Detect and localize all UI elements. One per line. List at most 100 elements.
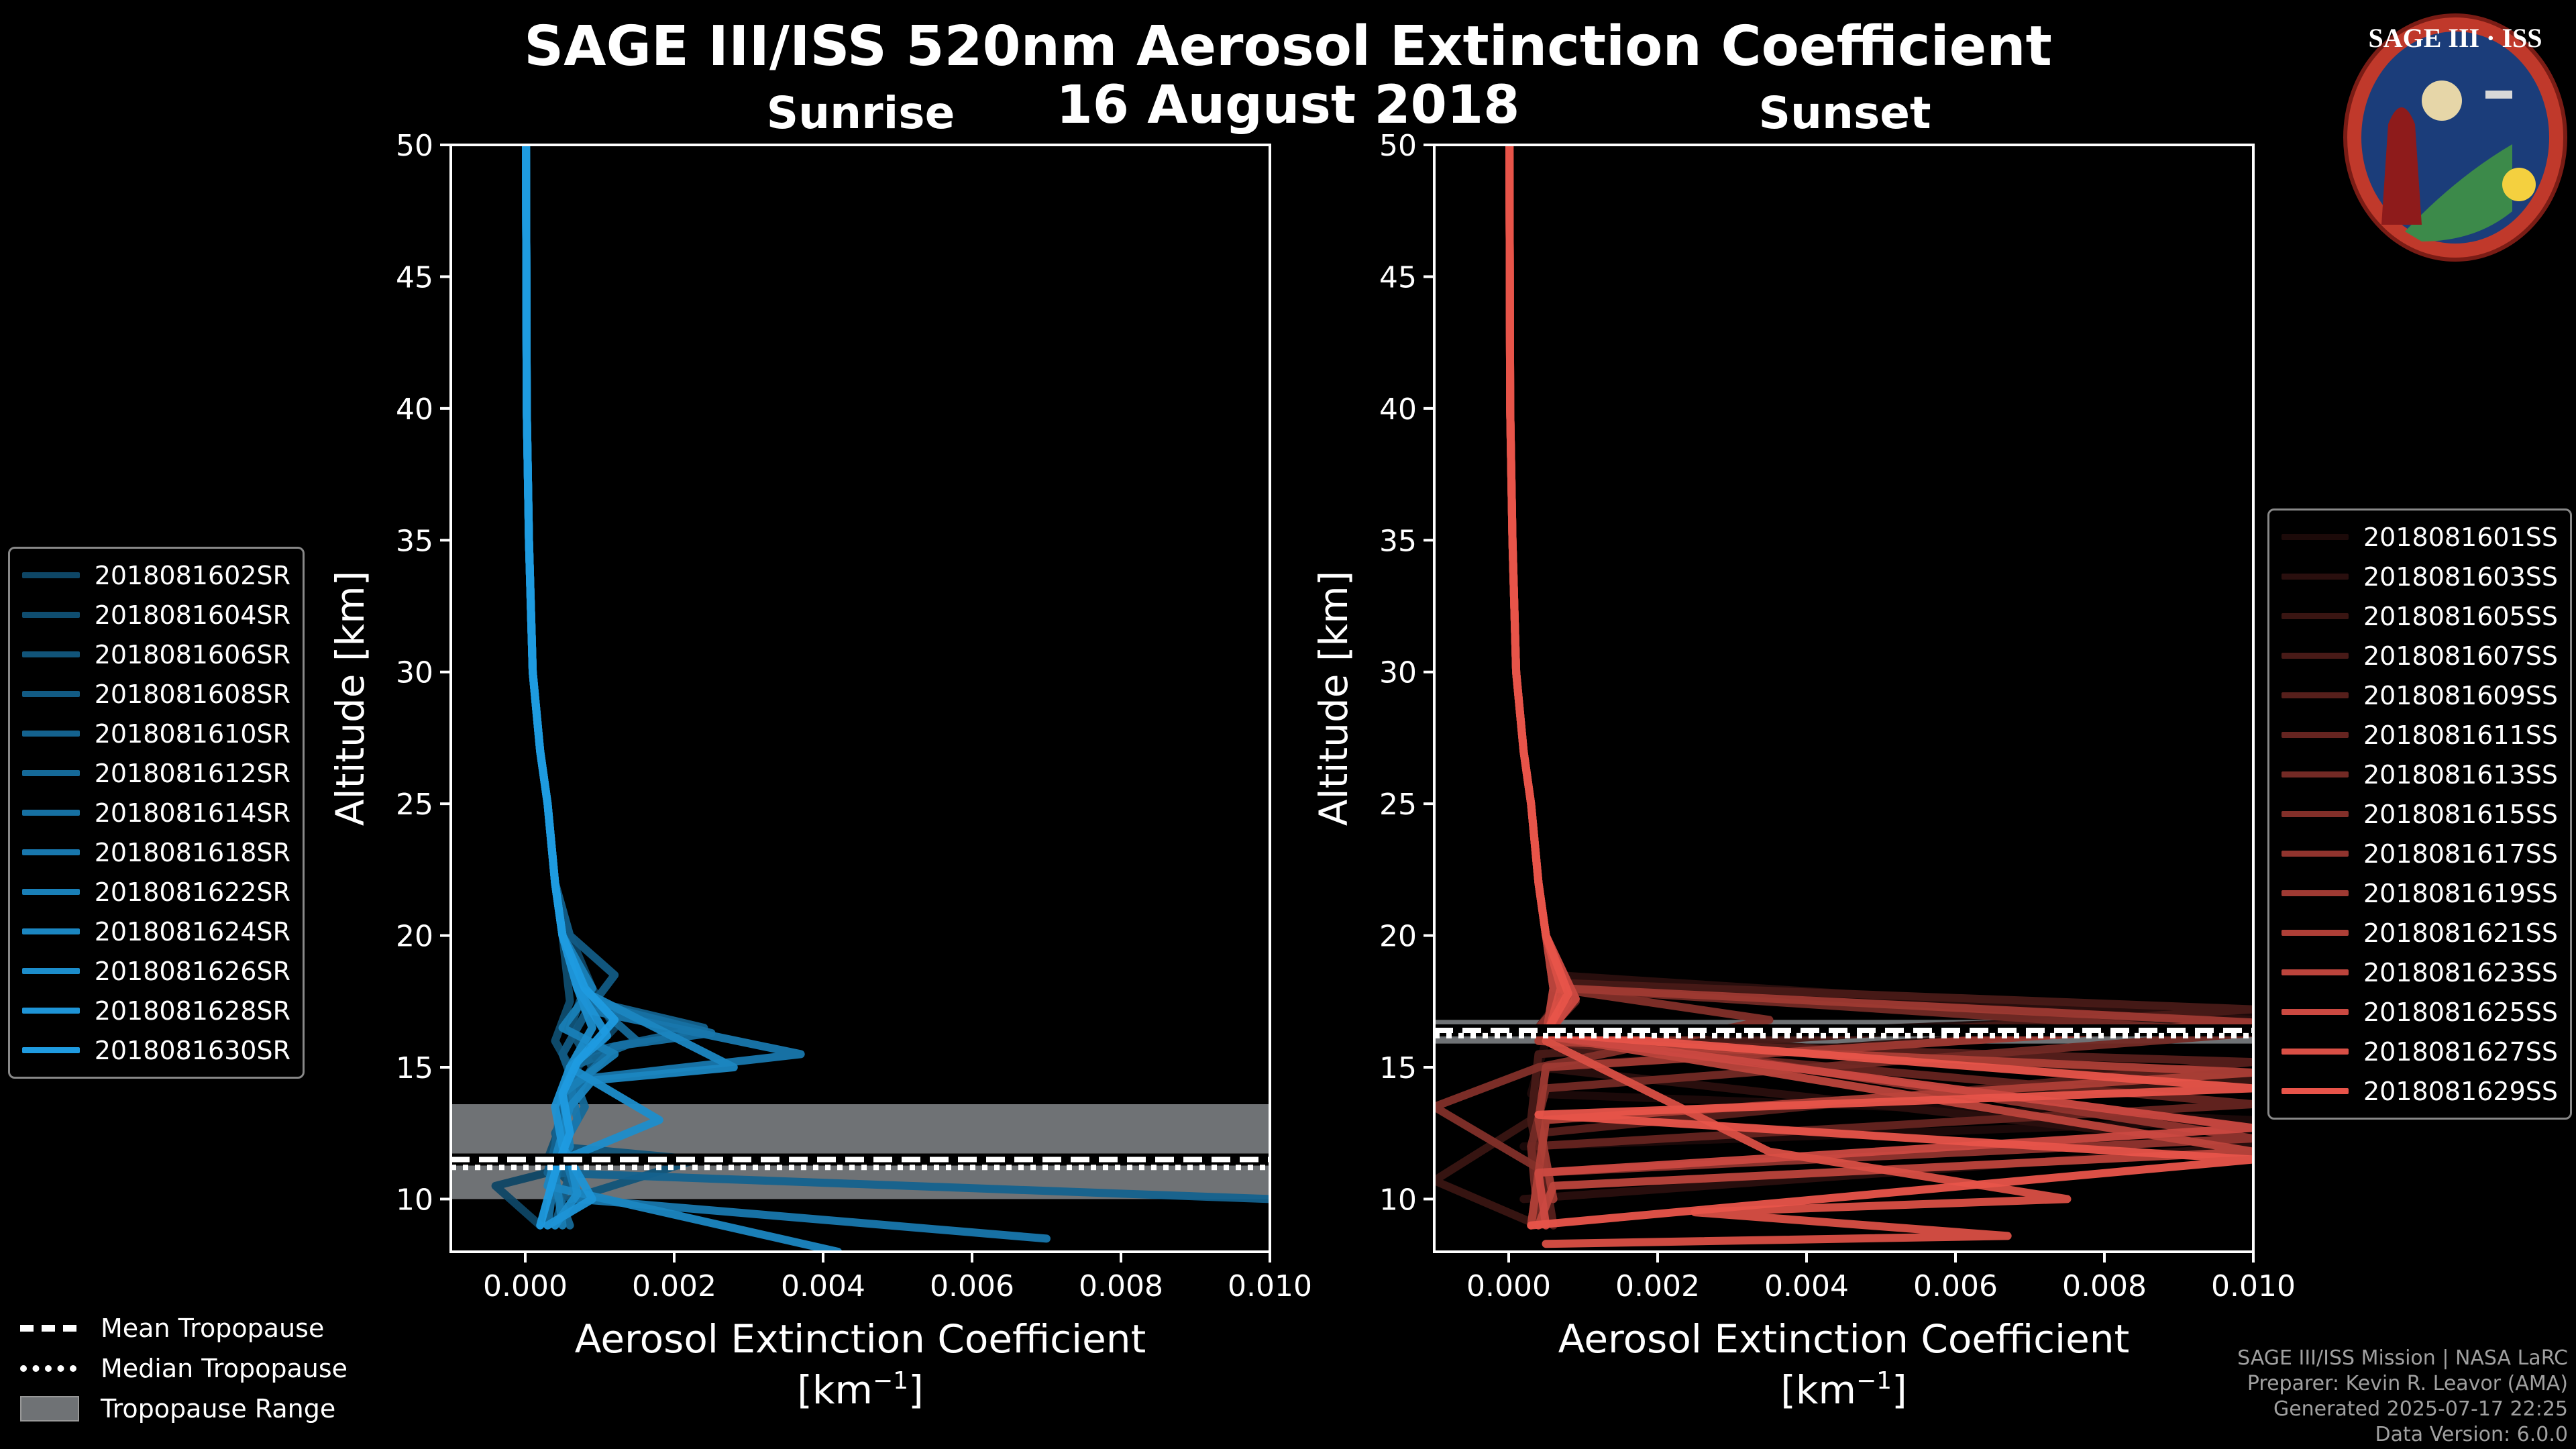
dashed-line-swatch bbox=[20, 1325, 80, 1332]
legend-label: 2018081601SS bbox=[2363, 522, 2558, 552]
legend-item: 2018081617SS bbox=[2282, 834, 2558, 873]
legend-label: 2018081615SS bbox=[2363, 799, 2558, 829]
x-axis-label: Aerosol Extinction Coefficient bbox=[575, 1316, 1146, 1362]
x-tick-label: 0.010 bbox=[1228, 1269, 1312, 1303]
legend-item: 2018081607SS bbox=[2282, 636, 2558, 676]
legend-item: 2018081623SS bbox=[2282, 953, 2558, 992]
x-tick-label: 0.000 bbox=[1466, 1269, 1551, 1303]
legend-item: 2018081628SR bbox=[22, 991, 290, 1030]
legend-swatch bbox=[22, 849, 80, 855]
x-tick-label: 0.002 bbox=[1615, 1269, 1700, 1303]
x-tick-label: 0.004 bbox=[781, 1269, 865, 1303]
legend-swatch bbox=[22, 731, 80, 737]
sunrise-legend: 2018081602SR 2018081604SR 2018081606SR 2018… bbox=[8, 547, 305, 1079]
moon-icon bbox=[2422, 80, 2462, 121]
legend-swatch bbox=[2282, 811, 2349, 817]
legend-swatch bbox=[22, 928, 80, 934]
y-tick-label: 35 bbox=[1379, 524, 1417, 558]
x-tick-label: 0.002 bbox=[632, 1269, 716, 1303]
legend-swatch bbox=[22, 572, 80, 578]
x-tick-label: 0.004 bbox=[1764, 1269, 1849, 1303]
legend-label: 2018081603SS bbox=[2363, 561, 2558, 592]
legend-swatch bbox=[22, 770, 80, 776]
legend-item: 2018081621SS bbox=[2282, 913, 2558, 953]
y-tick-label: 20 bbox=[1379, 920, 1417, 954]
legend-item: 2018081601SS bbox=[2282, 517, 2558, 557]
legend-label: 2018081628SR bbox=[94, 996, 290, 1026]
y-axis-label: Altitude [km] bbox=[327, 571, 373, 826]
legend-label: 2018081625SS bbox=[2363, 997, 2558, 1027]
legend-swatch bbox=[2282, 890, 2349, 896]
x-tick-label: 0.010 bbox=[2211, 1269, 2296, 1303]
legend-swatch bbox=[2282, 1088, 2349, 1094]
legend-item: 2018081615SS bbox=[2282, 794, 2558, 834]
legend-label: 2018081622SR bbox=[94, 877, 290, 907]
legend-swatch bbox=[2282, 1049, 2349, 1055]
x-tick-label: 0.006 bbox=[930, 1269, 1014, 1303]
legend-label: 2018081608SR bbox=[94, 679, 290, 709]
legend-label: 2018081609SS bbox=[2363, 680, 2558, 710]
legend-swatch bbox=[22, 651, 80, 657]
legend-tropopause-range: Tropopause Range bbox=[20, 1389, 347, 1429]
legend-swatch bbox=[22, 810, 80, 816]
credit-preparer: Preparer: Kevin R. Leavor (AMA) bbox=[2247, 1372, 2568, 1395]
series-line-2018081614SR bbox=[522, 145, 716, 1230]
legend-label: 2018081623SS bbox=[2363, 957, 2558, 987]
legend-label: Mean Tropopause bbox=[101, 1313, 325, 1343]
y-tick-label: 25 bbox=[396, 788, 433, 822]
legend-item: 2018081603SS bbox=[2282, 557, 2558, 596]
legend-item: 2018081627SS bbox=[2282, 1032, 2558, 1071]
legend-swatch bbox=[2282, 653, 2349, 659]
legend-label: 2018081624SR bbox=[94, 916, 290, 947]
legend-label: 2018081605SS bbox=[2363, 601, 2558, 631]
x-tick-label: 0.008 bbox=[2062, 1269, 2147, 1303]
x-tick-label: 0.008 bbox=[1079, 1269, 1163, 1303]
legend-label: 2018081618SR bbox=[94, 837, 290, 867]
y-tick-label: 40 bbox=[1379, 392, 1417, 427]
legend-label: 2018081613SS bbox=[2363, 759, 2558, 790]
legend-item: 2018081610SR bbox=[22, 714, 290, 753]
legend-swatch bbox=[22, 1008, 80, 1014]
y-tick-label: 20 bbox=[396, 920, 433, 954]
legend-item: 2018081618SR bbox=[22, 833, 290, 872]
series-line-2018081615SS bbox=[1434, 145, 1774, 1177]
y-tick-label: 30 bbox=[396, 656, 433, 690]
legend-swatch bbox=[2282, 1009, 2349, 1015]
earth-icon bbox=[2405, 144, 2512, 241]
legend-label: 2018081610SR bbox=[94, 718, 290, 749]
y-tick-label: 50 bbox=[396, 129, 433, 163]
legend-item: 2018081609SS bbox=[2282, 676, 2558, 715]
axes-frame bbox=[449, 144, 1271, 1253]
legend-label: 2018081619SS bbox=[2363, 878, 2558, 908]
legend-item: 2018081606SR bbox=[22, 635, 290, 674]
x-tick-label: 0.000 bbox=[483, 1269, 568, 1303]
y-tick-label: 45 bbox=[1379, 260, 1417, 294]
x-axis-units: [km−1] bbox=[797, 1367, 923, 1413]
legend-swatch bbox=[2282, 851, 2349, 857]
legend-label: 2018081621SS bbox=[2363, 918, 2558, 948]
legend-item: 2018081624SR bbox=[22, 912, 290, 951]
legend-label: 2018081611SS bbox=[2363, 720, 2558, 750]
legend-swatch bbox=[2282, 574, 2349, 580]
legend-swatch bbox=[2282, 771, 2349, 777]
legend-swatch bbox=[22, 889, 80, 895]
credit-generated: Generated 2025-07-17 22:25 bbox=[2273, 1397, 2568, 1421]
legend-item: 2018081626SR bbox=[22, 951, 290, 991]
sunrise-subtitle: Sunrise bbox=[766, 87, 955, 139]
y-axis-label: Altitude [km] bbox=[1311, 571, 1356, 826]
y-tick-label: 15 bbox=[1379, 1051, 1417, 1085]
legend-swatch bbox=[22, 1047, 80, 1053]
legend-item: 2018081613SS bbox=[2282, 755, 2558, 794]
legend-item: 2018081602SR bbox=[22, 555, 290, 595]
legend-label: Median Tropopause bbox=[101, 1354, 347, 1383]
legend-label: 2018081626SR bbox=[94, 956, 290, 986]
series-line-2018081618SR bbox=[522, 145, 1051, 1243]
sage-mission-logo: SAGE III · ISS bbox=[2343, 13, 2567, 262]
legend-median-tropopause: Median Tropopause bbox=[20, 1348, 347, 1389]
legend-item: 2018081612SR bbox=[22, 753, 290, 793]
legend-swatch bbox=[2282, 534, 2349, 540]
legend-item: 2018081622SR bbox=[22, 872, 290, 912]
legend-label: 2018081629SS bbox=[2363, 1076, 2558, 1106]
y-tick-label: 30 bbox=[1379, 656, 1417, 690]
legend-swatch bbox=[2282, 930, 2349, 936]
